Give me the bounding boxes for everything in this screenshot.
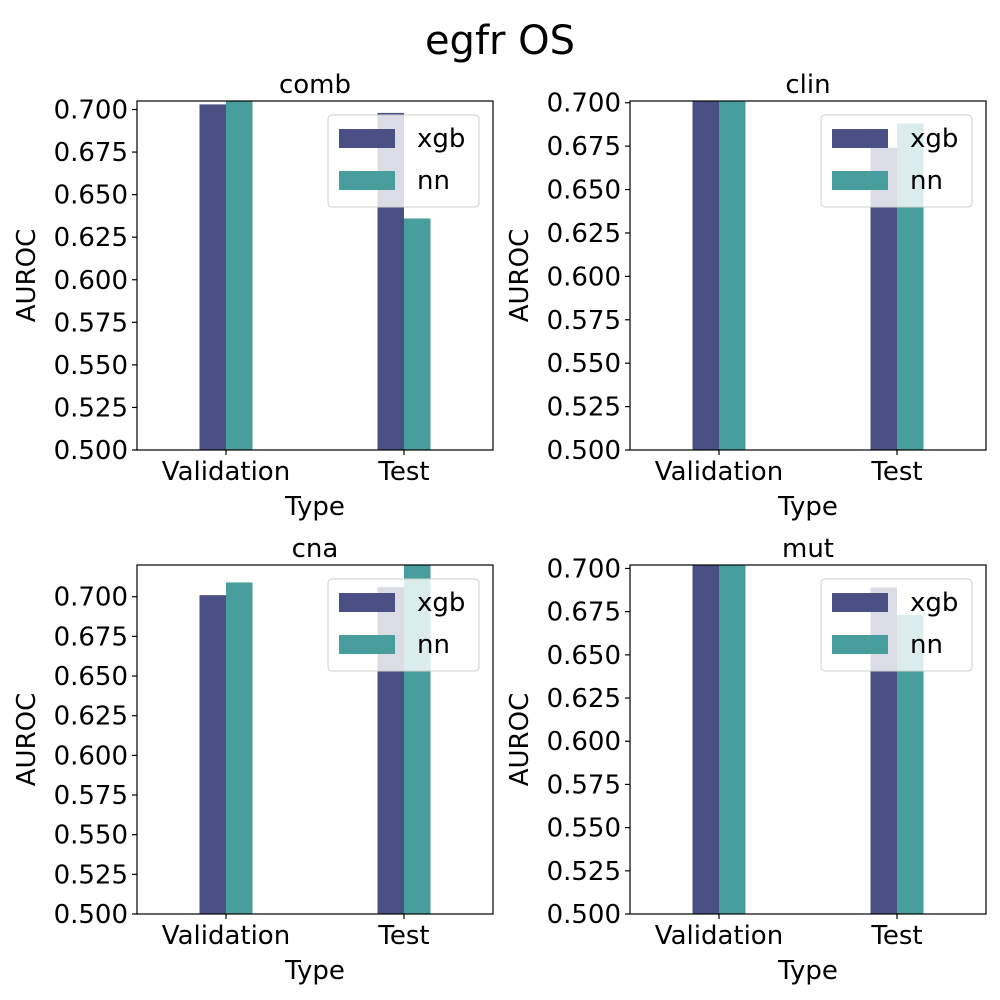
- y-tick-label: 0.500: [54, 900, 128, 930]
- y-tick-label: 0.675: [54, 138, 128, 168]
- bar-xgb-validation: [199, 104, 226, 450]
- subplot-title: clin: [785, 70, 830, 100]
- subplot-comb: 0.500 0.525 0.550 0.575 0.600 0.625 0.650 0.675…: [12, 70, 494, 522]
- legend: xgb nn: [327, 114, 480, 208]
- y-tick-label: 0.650: [547, 641, 621, 671]
- y-tick-label: 0.600: [547, 727, 621, 757]
- y-axis-label: AUROC: [12, 693, 42, 787]
- subplot-cna: 0.500 0.525 0.550 0.575 0.600 0.625 0.650 0.675…: [12, 534, 494, 986]
- legend-swatch-xgb: [339, 593, 395, 612]
- subplot-grid: 0.500 0.525 0.550 0.575 0.600 0.625 0.650 0.675…: [12, 70, 987, 986]
- y-axis-label: AUROC: [505, 229, 535, 323]
- legend-label-xgb: xgb: [910, 124, 958, 154]
- y-tick-label: 0.600: [54, 741, 128, 771]
- legend: xgb nn: [820, 578, 973, 672]
- y-tick-label: 0.525: [54, 393, 128, 423]
- y-tick-label: 0.700: [54, 96, 128, 126]
- legend-swatch-nn: [832, 171, 888, 190]
- x-axis-label: Type: [777, 492, 838, 522]
- y-tick-label: 0.550: [54, 351, 128, 381]
- legend-swatch-xgb: [832, 593, 888, 612]
- x-axis-label: Type: [284, 492, 345, 522]
- y-tick-label: 0.550: [54, 821, 128, 851]
- x-tick-label: Validation: [162, 921, 290, 951]
- legend-label-xgb: xgb: [910, 588, 958, 618]
- axes-frame: [629, 564, 987, 915]
- y-tick-label: 0.550: [547, 814, 621, 844]
- y-tick-label: 0.525: [547, 857, 621, 887]
- y-tick-label: 0.675: [547, 132, 621, 162]
- y-tick-label: 0.525: [54, 860, 128, 890]
- subplot-mut: 0.500 0.525 0.550 0.575 0.600 0.625 0.650 0.675…: [505, 534, 987, 986]
- y-tick-label: 0.700: [54, 583, 128, 613]
- bar-xgb-validation: [692, 101, 719, 450]
- bar-nn-validation: [719, 565, 746, 914]
- bars-group: [692, 565, 924, 914]
- y-tick-label: 0.650: [54, 181, 128, 211]
- figure-title: egfr OS: [425, 18, 575, 64]
- y-tick-label: 0.500: [547, 436, 621, 466]
- axes-frame: [629, 100, 987, 451]
- y-tick-label: 0.525: [547, 393, 621, 423]
- y-tick-label: 0.675: [547, 598, 621, 628]
- legend-swatch-xgb: [832, 129, 888, 148]
- y-tick-label: 0.675: [54, 622, 128, 652]
- y-tick-label: 0.500: [547, 900, 621, 930]
- y-tick-label: 0.500: [54, 436, 128, 466]
- legend-label-nn: nn: [417, 630, 450, 660]
- subplot-title: comb: [279, 70, 351, 100]
- x-tick-label: Validation: [655, 457, 783, 487]
- legend-swatch-xgb: [339, 129, 395, 148]
- y-axis-label: AUROC: [505, 693, 535, 787]
- y-tick-label: 0.575: [54, 781, 128, 811]
- y-tick-label: 0.575: [54, 308, 128, 338]
- legend-label-xgb: xgb: [417, 588, 465, 618]
- y-tick-label: 0.550: [547, 349, 621, 379]
- subplot-clin: 0.500 0.525 0.550 0.575 0.600 0.625 0.650 0.675…: [505, 70, 987, 522]
- bar-nn-test: [404, 218, 431, 450]
- x-tick-label: Test: [870, 921, 922, 951]
- bar-nn-validation: [226, 101, 253, 450]
- y-tick-label: 0.700: [547, 89, 621, 119]
- legend-swatch-nn: [339, 635, 395, 654]
- y-tick-label: 0.575: [547, 306, 621, 336]
- x-tick-label: Validation: [655, 921, 783, 951]
- y-tick-label: 0.625: [547, 684, 621, 714]
- x-tick-label: Test: [377, 921, 429, 951]
- y-tick-label: 0.600: [54, 266, 128, 296]
- axes-frame: [136, 100, 494, 451]
- y-tick-label: 0.650: [54, 662, 128, 692]
- bar-xgb-validation: [692, 565, 719, 914]
- subplot-title: mut: [782, 534, 834, 564]
- bar-nn-validation: [719, 101, 746, 450]
- y-tick-label: 0.625: [54, 702, 128, 732]
- legend-label-xgb: xgb: [417, 124, 465, 154]
- y-tick-label: 0.575: [547, 770, 621, 800]
- y-tick-label: 0.625: [547, 219, 621, 249]
- axes-frame: [136, 564, 494, 915]
- legend: xgb nn: [820, 114, 973, 208]
- legend-swatch-nn: [339, 171, 395, 190]
- legend-label-nn: nn: [417, 166, 450, 196]
- x-axis-label: Type: [284, 956, 345, 986]
- legend: xgb nn: [327, 578, 480, 672]
- y-axis-label: AUROC: [12, 229, 42, 323]
- subplot-title: cna: [292, 534, 339, 564]
- legend-label-nn: nn: [910, 166, 943, 196]
- y-tick-label: 0.700: [547, 554, 621, 584]
- x-tick-label: Validation: [162, 457, 290, 487]
- x-tick-label: Test: [377, 457, 429, 487]
- legend-swatch-nn: [832, 635, 888, 654]
- bar-nn-validation: [226, 582, 253, 914]
- bar-xgb-validation: [199, 595, 226, 914]
- x-axis-label: Type: [777, 956, 838, 986]
- y-tick-label: 0.600: [547, 262, 621, 292]
- y-tick-label: 0.650: [547, 176, 621, 206]
- x-tick-label: Test: [870, 457, 922, 487]
- y-tick-label: 0.625: [54, 223, 128, 253]
- legend-label-nn: nn: [910, 630, 943, 660]
